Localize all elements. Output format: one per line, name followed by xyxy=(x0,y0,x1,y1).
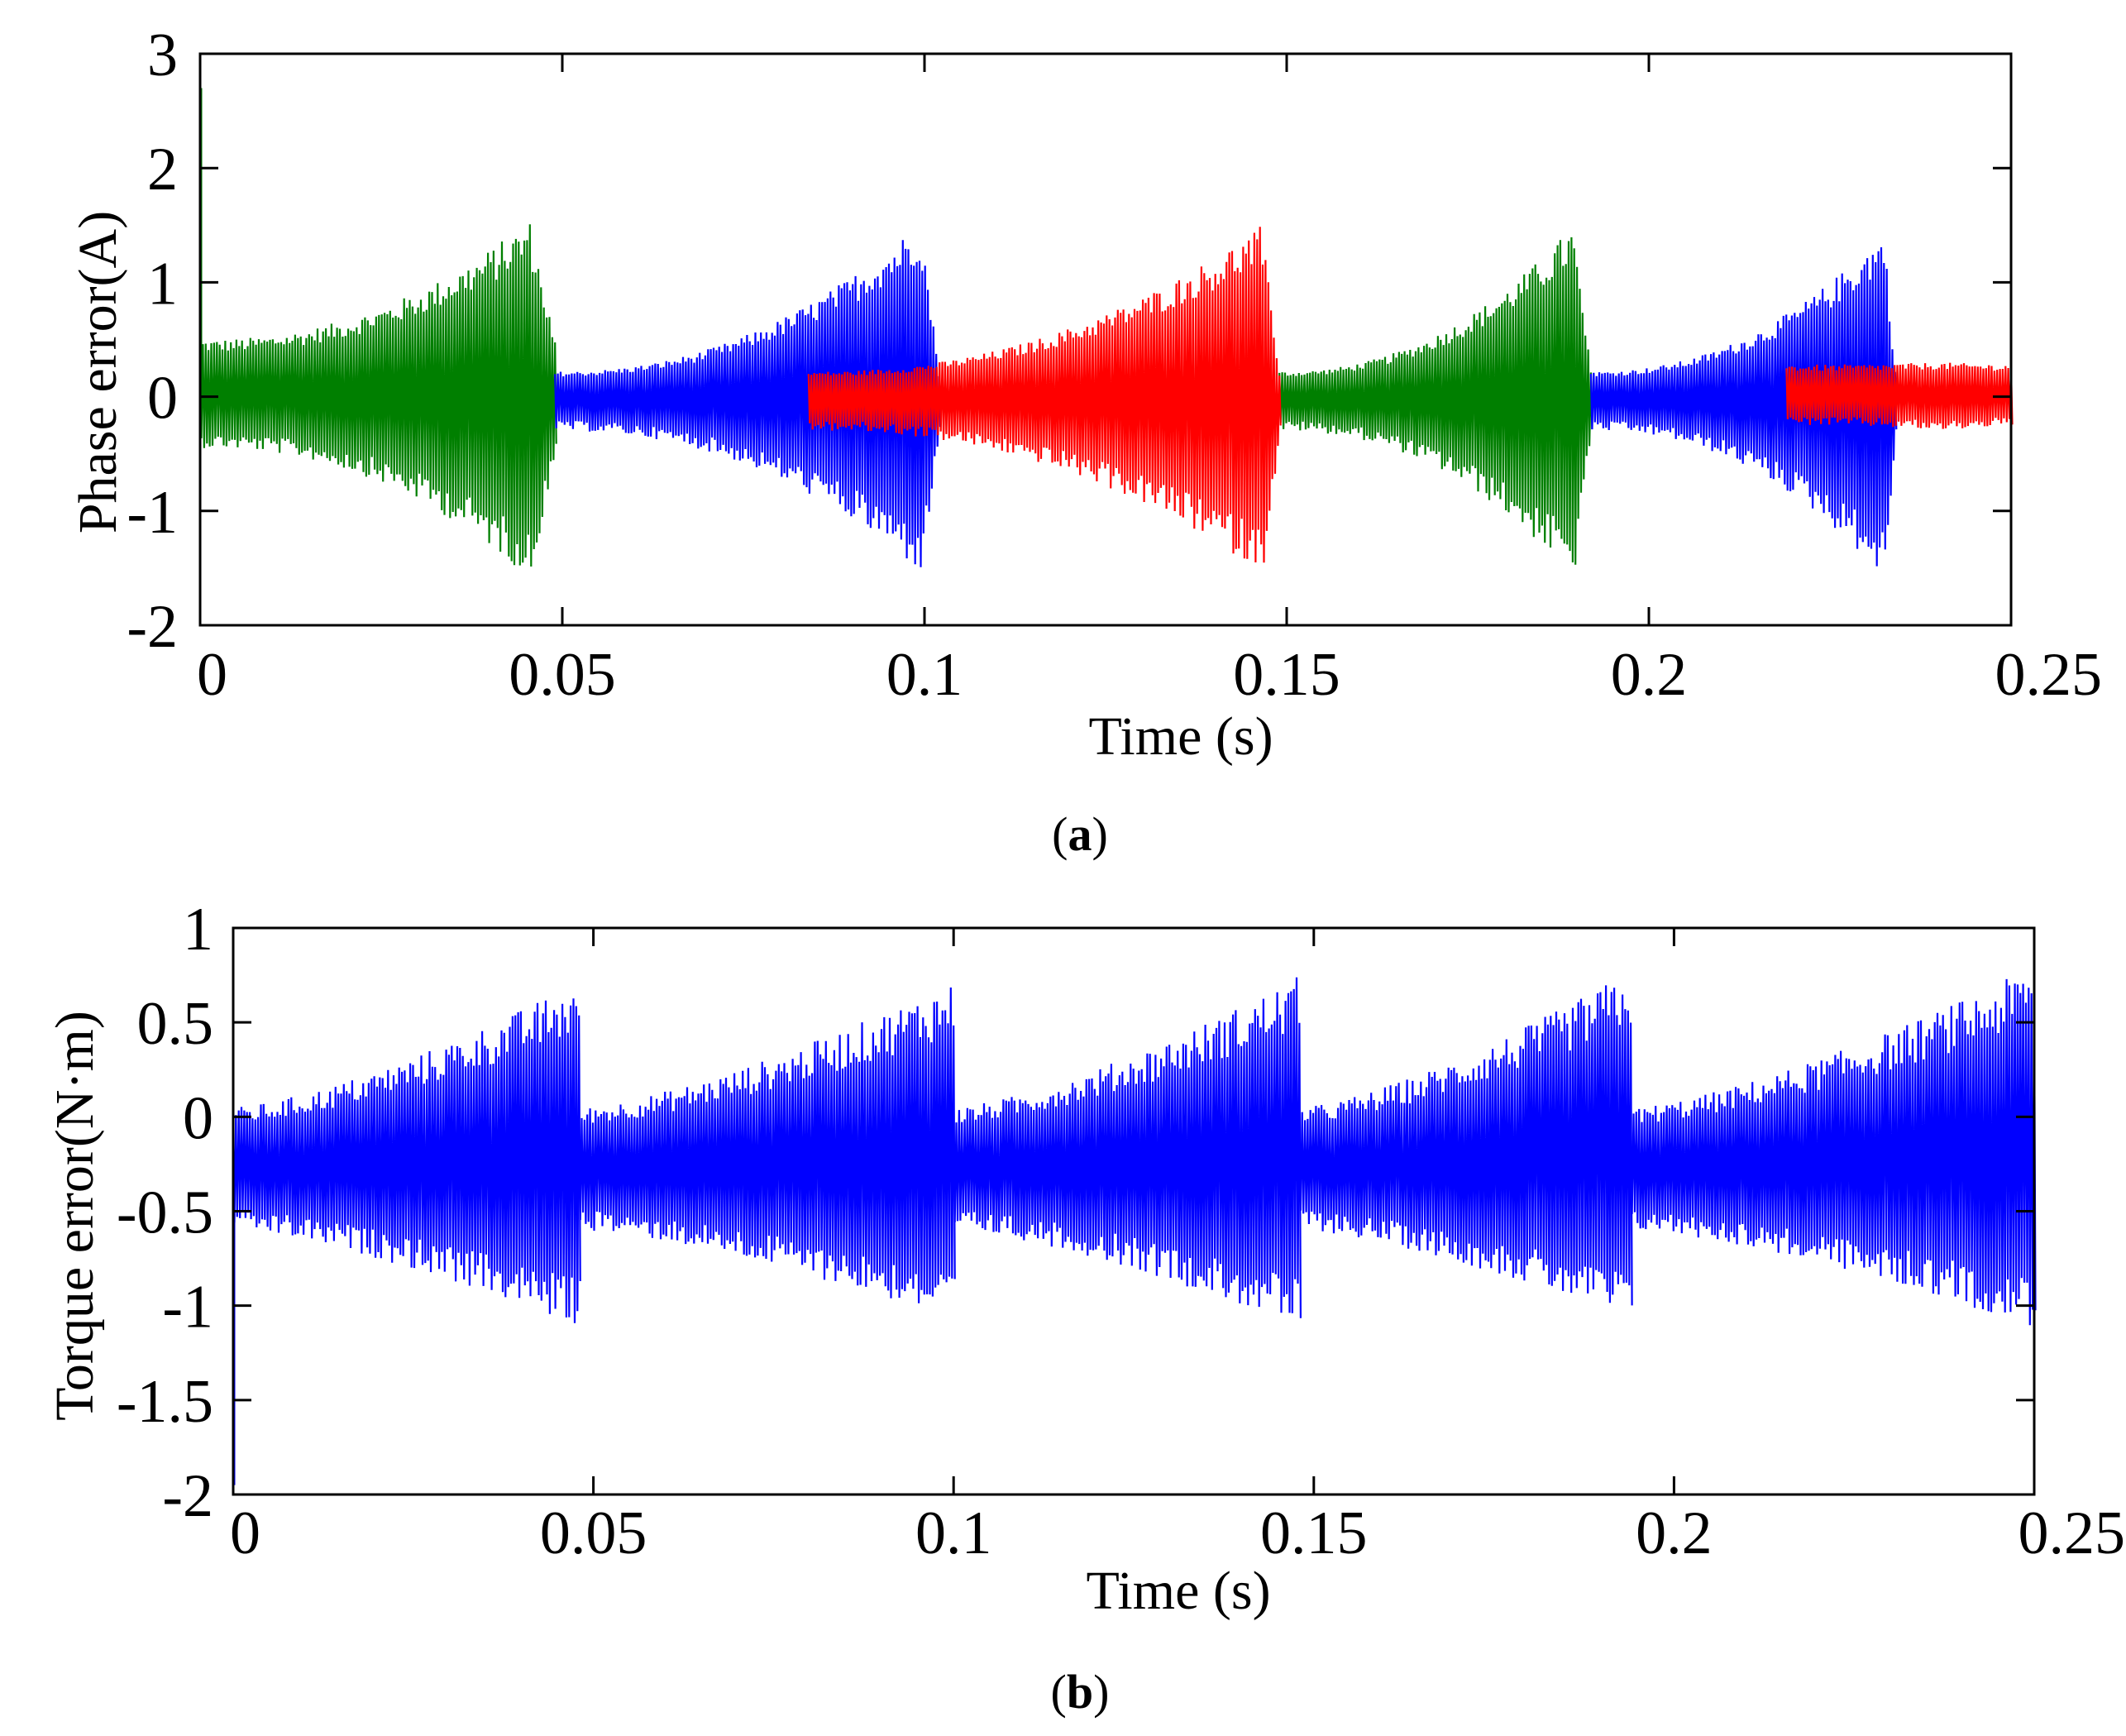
phase-error-x-axis-label: Time (s) xyxy=(1088,706,1273,767)
phase-error-x-tick-labels: 0 0.05 0.1 0.15 0.2 0.25 xyxy=(197,641,2102,709)
phase-3-trace xyxy=(807,227,1282,563)
y-tick-label: 0 xyxy=(147,365,178,433)
phase-error-ticks xyxy=(198,52,2013,627)
torque-error-x-tick-labels: 0 0.05 0.1 0.15 0.2 0.25 xyxy=(230,1499,2125,1567)
y-tick-label: -0.5 xyxy=(117,1179,213,1247)
phase-error-series-group xyxy=(198,88,2014,567)
x-tick-label: 0.15 xyxy=(1260,1499,1368,1567)
x-tick-label: 0.05 xyxy=(509,641,616,709)
panel-b-caption-open: ( xyxy=(1051,1665,1067,1719)
y-tick-label: 0 xyxy=(183,1084,213,1152)
y-tick-label: -2 xyxy=(127,593,178,661)
torque-error-ticks xyxy=(232,926,2036,1496)
panel-a-caption: (a) xyxy=(1052,807,1108,861)
torque-error-y-tick-labels: -2 -1.5 -1 -0.5 0 0.5 1 xyxy=(117,896,213,1530)
x-tick-label: 0.15 xyxy=(1233,641,1340,709)
phase-3-trace xyxy=(1785,362,2014,429)
phase-2-trace xyxy=(554,240,942,567)
x-tick-label: 0.25 xyxy=(2019,1499,2126,1567)
x-tick-label: 0.2 xyxy=(1611,641,1688,709)
phase-1-trace xyxy=(198,224,557,567)
panel-a-caption-close: ) xyxy=(1092,807,1108,861)
phase-1-trace xyxy=(1278,237,1593,565)
phase-error-plot-frame xyxy=(198,52,2013,627)
phase-error-y-axis-label: Phase error(A) xyxy=(68,211,128,533)
torque-error-series-group xyxy=(232,977,2037,1485)
torque-error-trace xyxy=(578,987,956,1303)
phase-error-y-tick-labels: -2 -1 0 1 2 3 xyxy=(127,22,178,661)
y-tick-label: 2 xyxy=(147,136,178,203)
x-tick-label: 0.25 xyxy=(1995,641,2103,709)
torque-error-trace xyxy=(1298,985,1633,1306)
panel-a-caption-open: ( xyxy=(1052,807,1068,861)
y-tick-label: -1.5 xyxy=(117,1368,213,1436)
y-tick-label: -1 xyxy=(127,479,178,547)
phase-error-chart: 0 0.05 0.1 0.15 0.2 0.25 -2 -1 0 1 2 3 Time (s) Ph… xyxy=(68,22,2102,861)
x-tick-label: 0.1 xyxy=(886,641,963,709)
x-tick-label: 0.05 xyxy=(540,1499,647,1567)
panel-b-caption-letter: b xyxy=(1067,1665,1093,1719)
torque-error-x-axis-label: Time (s) xyxy=(1086,1561,1270,1621)
y-tick-label: 3 xyxy=(147,22,178,89)
panel-a-caption-letter: a xyxy=(1068,807,1092,861)
torque-error-chart: 0 0.05 0.1 0.15 0.2 0.25 -2 -1.5 -1 -0.5 0 0.5 1 Ti… xyxy=(45,896,2125,1719)
y-tick-label: 1 xyxy=(147,250,178,318)
y-tick-label: 1 xyxy=(183,896,213,964)
x-tick-label: 0 xyxy=(230,1499,260,1567)
y-tick-label: -2 xyxy=(162,1462,213,1530)
x-tick-label: 0.1 xyxy=(915,1499,992,1567)
panel-b-caption-close: ) xyxy=(1093,1665,1109,1719)
panel-b-caption: (b) xyxy=(1051,1665,1110,1719)
y-tick-label: 0.5 xyxy=(137,990,214,1058)
torque-error-trace xyxy=(232,998,581,1323)
x-tick-label: 0.2 xyxy=(1636,1499,1713,1567)
x-tick-label: 0 xyxy=(197,641,227,709)
torque-error-trace xyxy=(1630,978,2037,1326)
torque-error-trace xyxy=(953,977,1302,1318)
torque-error-y-axis-label: Torque error(N·m) xyxy=(45,1011,105,1421)
y-tick-label: -1 xyxy=(162,1274,213,1341)
